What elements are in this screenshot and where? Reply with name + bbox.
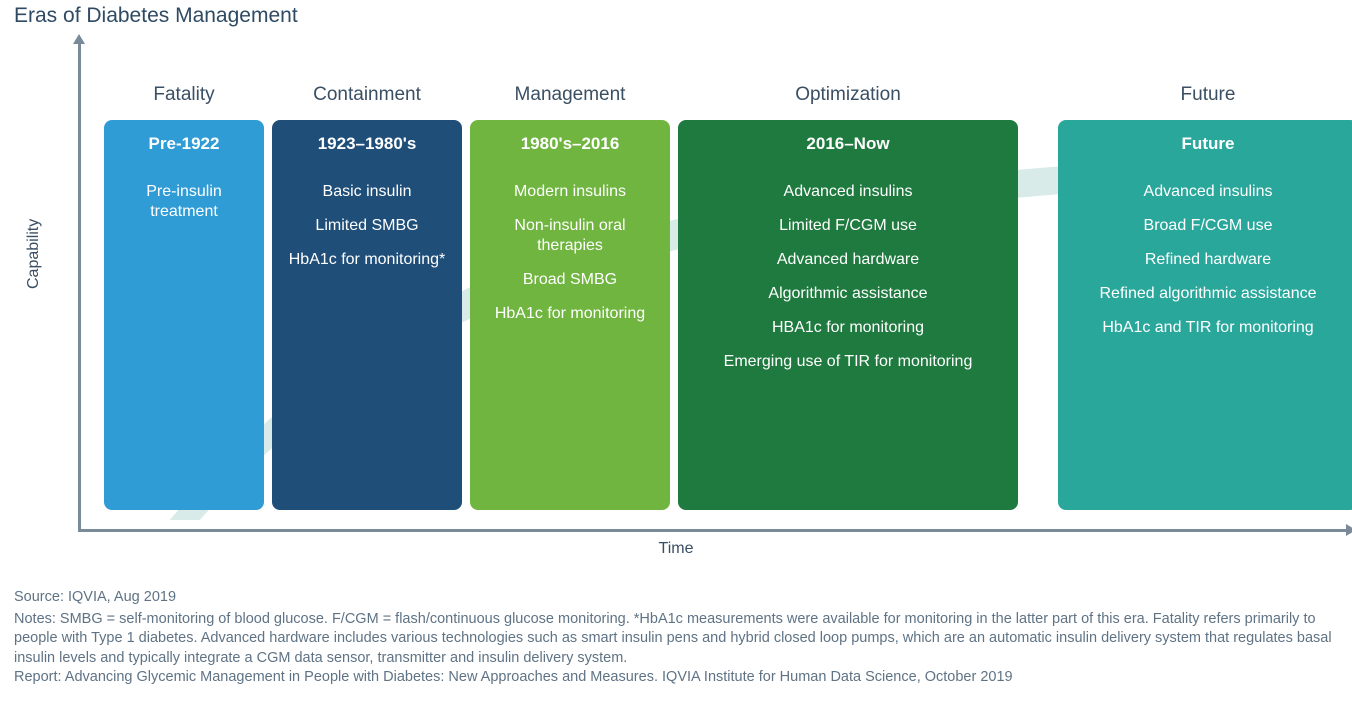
era-bullet-list: Advanced insulins Limited F/CGM use Advanc… bbox=[690, 182, 1006, 372]
era-card: 1980's–2016 Modern insulins Non-insulin or… bbox=[470, 120, 670, 510]
era-bullet: Broad SMBG bbox=[523, 270, 617, 290]
era-card: 2016–Now Advanced insulins Limited F/CGM u… bbox=[678, 120, 1018, 510]
era-bullet: Advanced insulins bbox=[784, 182, 913, 202]
era-bullet-list: Pre-insulin treatment bbox=[116, 182, 252, 222]
era-bullet: Pre-insulin treatment bbox=[116, 182, 252, 222]
report-line: Report: Advancing Glycemic Management in… bbox=[14, 668, 1338, 688]
era-card: Future Advanced insulins Broad F/CGM use Re… bbox=[1058, 120, 1352, 510]
era-bullet: Algorithmic assistance bbox=[768, 284, 927, 304]
era-bullet: Limited F/CGM use bbox=[779, 216, 917, 236]
chart-title: Eras of Diabetes Management bbox=[14, 4, 298, 28]
era-bullet: Refined algorithmic assistance bbox=[1100, 284, 1317, 304]
era-bullet: Basic insulin bbox=[323, 182, 412, 202]
era-period: 2016–Now bbox=[690, 134, 1006, 154]
era-bullet: Broad F/CGM use bbox=[1144, 216, 1273, 236]
x-axis bbox=[78, 529, 1348, 532]
era-period: Pre-1922 bbox=[116, 134, 252, 154]
era-label: Optimization bbox=[678, 84, 1018, 106]
era-bullet: Advanced insulins bbox=[1144, 182, 1273, 202]
era-bullet: HbA1c and TIR for monitoring bbox=[1102, 318, 1313, 338]
era-bullet: HBA1c for monitoring bbox=[772, 318, 924, 338]
x-axis-label: Time bbox=[0, 540, 1352, 558]
era-label: Containment bbox=[272, 84, 462, 106]
era-column: Optimization 2016–Now Advanced insulins Lim… bbox=[678, 84, 1018, 522]
era-card: Pre-1922 Pre-insulin treatment bbox=[104, 120, 264, 510]
era-bullet: Refined hardware bbox=[1145, 250, 1271, 270]
era-column: Future Future Advanced insulins Broad F/CGM… bbox=[1058, 84, 1352, 522]
notes-line: Notes: SMBG = self-monitoring of blood g… bbox=[14, 610, 1338, 669]
era-column: Containment 1923–1980's Basic insulin Limit… bbox=[272, 84, 462, 522]
era-label: Management bbox=[470, 84, 670, 106]
era-bullet: Emerging use of TIR for monitoring bbox=[724, 352, 973, 372]
era-bullet: Advanced hardware bbox=[777, 250, 919, 270]
era-period: Future bbox=[1070, 134, 1346, 154]
footer-notes: Source: IQVIA, Aug 2019 Notes: SMBG = se… bbox=[14, 588, 1338, 688]
era-label: Future bbox=[1058, 84, 1352, 106]
era-bullet: Non-insulin oral therapies bbox=[482, 216, 658, 256]
era-period: 1923–1980's bbox=[284, 134, 450, 154]
era-bullet: Modern insulins bbox=[514, 182, 626, 202]
era-bullet: Limited SMBG bbox=[315, 216, 418, 236]
y-axis bbox=[78, 42, 81, 532]
era-cards-row: Fatality Pre-1922 Pre-insulin treatment Con… bbox=[104, 84, 1334, 522]
era-card: 1923–1980's Basic insulin Limited SMBG HbA1… bbox=[272, 120, 462, 510]
era-bullet: HbA1c for monitoring* bbox=[289, 250, 446, 270]
era-column: Fatality Pre-1922 Pre-insulin treatment bbox=[104, 84, 264, 522]
era-column: Management 1980's–2016 Modern insulins Non-… bbox=[470, 84, 670, 522]
y-axis-label: Capability bbox=[25, 219, 43, 289]
era-bullet-list: Advanced insulins Broad F/CGM use Refined … bbox=[1070, 182, 1346, 338]
era-bullet-list: Basic insulin Limited SMBG HbA1c for monit… bbox=[284, 182, 450, 270]
era-gap bbox=[1026, 84, 1050, 522]
era-bullet: HbA1c for monitoring bbox=[495, 304, 645, 324]
era-period: 1980's–2016 bbox=[482, 134, 658, 154]
era-bullet-list: Modern insulins Non-insulin oral therapie… bbox=[482, 182, 658, 324]
era-label: Fatality bbox=[104, 84, 264, 106]
source-line: Source: IQVIA, Aug 2019 bbox=[14, 588, 1338, 608]
